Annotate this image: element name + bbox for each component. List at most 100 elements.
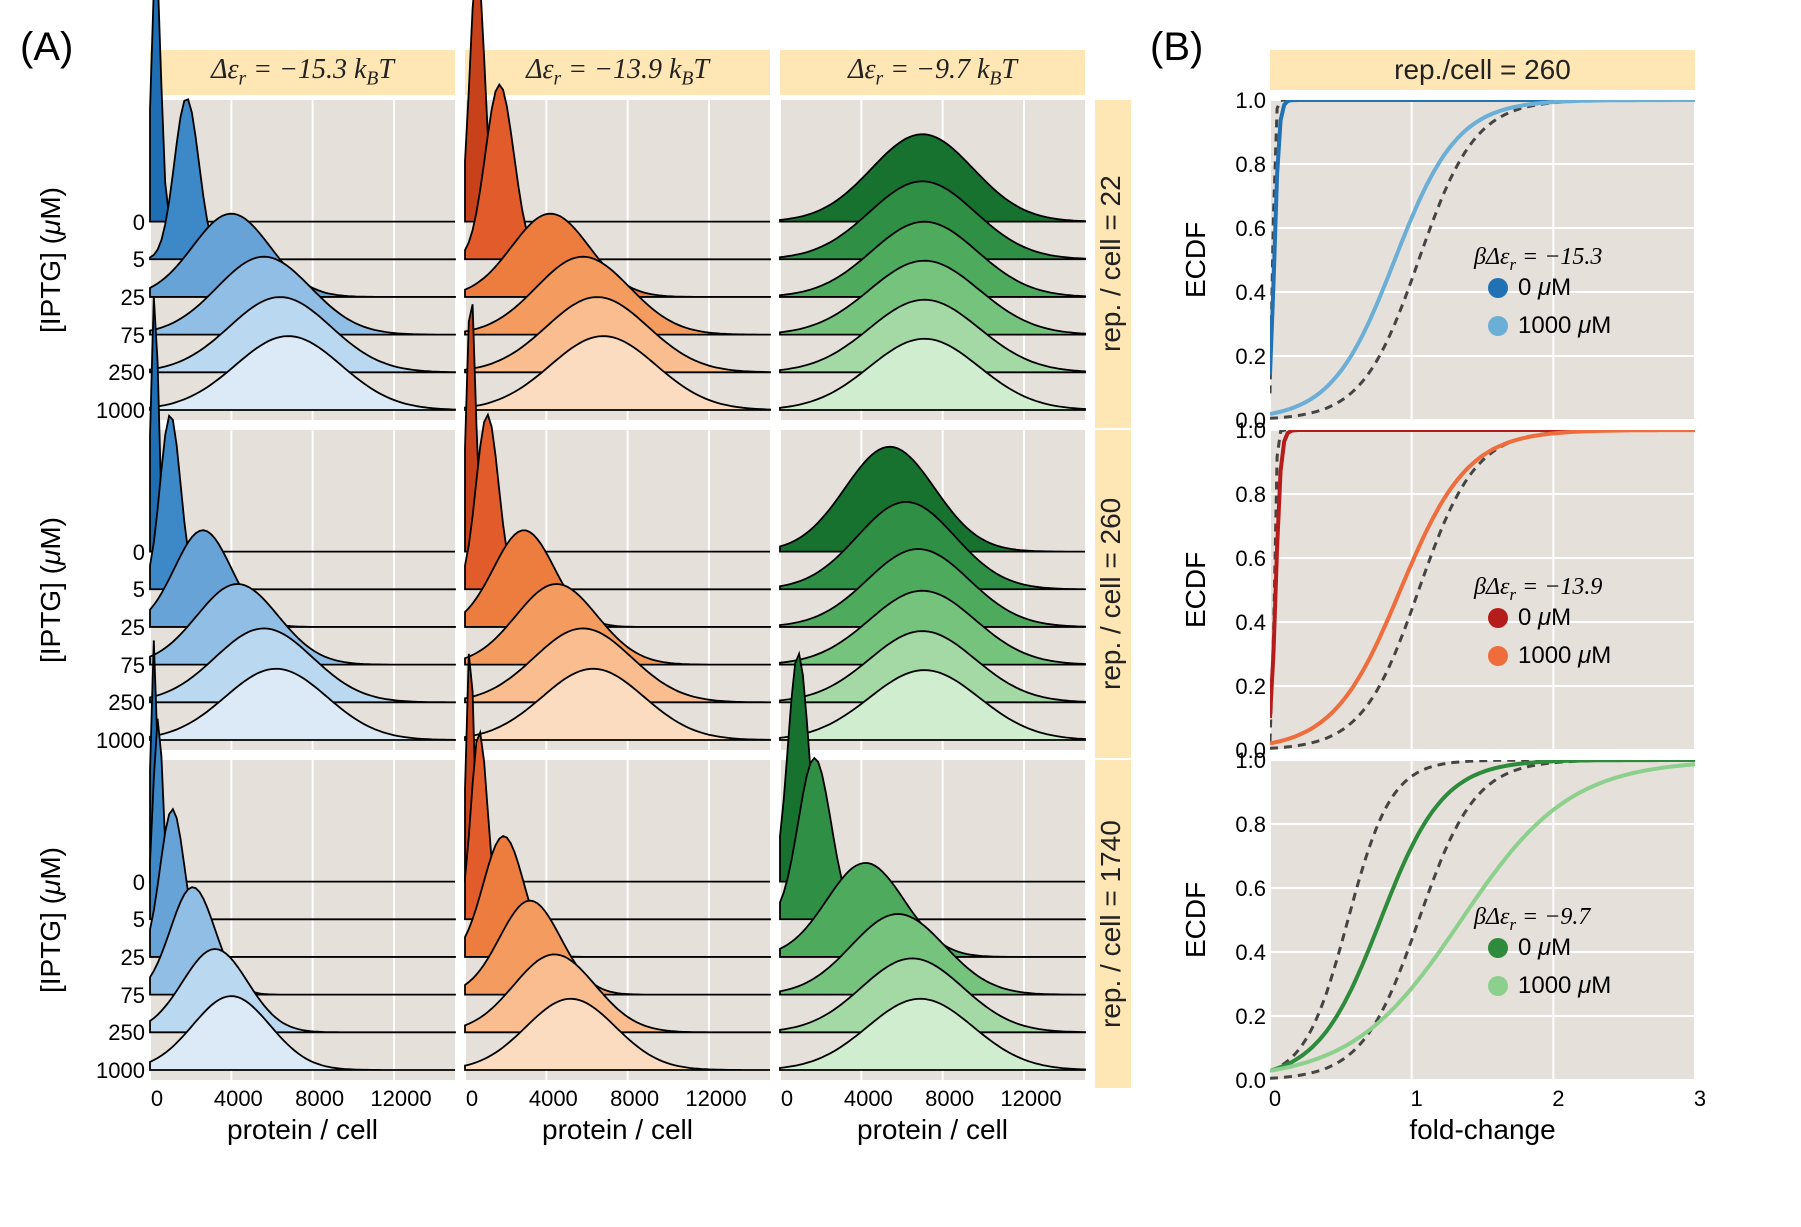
panel-b-y-label-2: ECDF	[1180, 760, 1212, 1080]
panel-a-col-header-1: Δεr = −13.9 kBT	[465, 50, 770, 95]
legend-swatch-1-0	[1488, 608, 1508, 628]
yb-tick-0-4: 0.8	[1222, 152, 1266, 178]
panel-a-col-header-2: Δεr = −9.7 kBT	[780, 50, 1085, 95]
xb-tick-2: 2	[1543, 1086, 1573, 1112]
panel-a-row-header-0: rep. / cell = 22	[1095, 100, 1131, 428]
iptg-label-0-0: 0	[90, 210, 145, 236]
yb-tick-1-3: 0.6	[1222, 546, 1266, 572]
ridge-r0-c0-k1	[150, 99, 455, 259]
ecdf-curve-0	[1270, 100, 1695, 375]
iptg-label-0-1: 5	[90, 247, 145, 273]
panel-b-y-label-0: ECDF	[1180, 100, 1212, 420]
xb-tick-3: 3	[1685, 1086, 1715, 1112]
yb-tick-0-5: 1.0	[1222, 88, 1266, 114]
iptg-label-1-5: 1000	[90, 728, 145, 754]
xa-tick-0-8000: 8000	[285, 1086, 355, 1112]
iptg-label-0-3: 75	[90, 323, 145, 349]
xa-tick-1-12000: 12000	[681, 1086, 751, 1112]
ridge-r1-c0-k2	[150, 530, 455, 627]
panel-a-subplot-1-1	[465, 430, 770, 750]
legend-label-2-1: 1000 μM	[1518, 972, 1611, 1000]
panel-a-subplot-1-2	[780, 430, 1085, 750]
yb-tick-2-1: 0.2	[1222, 1004, 1266, 1030]
yb-tick-2-4: 0.8	[1222, 812, 1266, 838]
legend-swatch-0-0	[1488, 278, 1508, 298]
ridge-r1-c1-k2	[465, 530, 770, 627]
yb-tick-1-1: 0.2	[1222, 674, 1266, 700]
legend-label-1-1: 1000 μM	[1518, 642, 1611, 670]
legend-swatch-0-1	[1488, 316, 1508, 336]
ridge-r0-c2-k5	[780, 339, 1085, 410]
panel-b-label: (B)	[1150, 25, 1203, 70]
yb-tick-2-2: 0.4	[1222, 940, 1266, 966]
iptg-label-0-5: 1000	[90, 398, 145, 424]
legend-label-1-0: 0 μM	[1518, 604, 1571, 632]
iptg-label-2-5: 1000	[90, 1058, 145, 1084]
panel-a-subplot-2-2	[780, 760, 1085, 1080]
yb-tick-1-5: 1.0	[1222, 418, 1266, 444]
yb-tick-1-4: 0.8	[1222, 482, 1266, 508]
legend-title-1: βΔεr = −13.9	[1474, 574, 1602, 605]
legend-label-0-0: 0 μM	[1518, 274, 1571, 302]
iptg-label-2-2: 25	[90, 945, 145, 971]
ridge-r2-c2-k1	[780, 758, 1085, 919]
panel-a-col-header-0: Δεr = −15.3 kBT	[150, 50, 455, 95]
panel-a-y-label-1: [IPTG] (μM)	[35, 430, 67, 750]
yb-tick-1-2: 0.4	[1222, 610, 1266, 636]
iptg-label-1-1: 5	[90, 577, 145, 603]
legend-swatch-2-1	[1488, 976, 1508, 996]
iptg-label-2-0: 0	[90, 870, 145, 896]
panel-a-subplot-2-0	[150, 760, 455, 1080]
panel-b-header: rep./cell = 260	[1270, 50, 1695, 90]
xa-tick-2-4000: 4000	[833, 1086, 903, 1112]
yb-tick-2-3: 0.6	[1222, 876, 1266, 902]
legend-swatch-1-1	[1488, 646, 1508, 666]
panel-a-row-header-2: rep. / cell = 1740	[1095, 760, 1131, 1088]
iptg-label-2-3: 75	[90, 983, 145, 1009]
panel-a-subplot-0-1	[465, 100, 770, 420]
yb-tick-2-5: 1.0	[1222, 748, 1266, 774]
iptg-label-1-0: 0	[90, 540, 145, 566]
panel-a-subplot-0-0	[150, 100, 455, 420]
ridge-r1-c2-k5	[780, 670, 1085, 740]
xa-tick-0-4000: 4000	[203, 1086, 273, 1112]
xb-tick-1: 1	[1402, 1086, 1432, 1112]
xa-tick-2-0: 0	[752, 1086, 822, 1112]
xb-tick-0: 0	[1260, 1086, 1290, 1112]
panel-a-x-label-2: protein / cell	[780, 1114, 1085, 1146]
panel-a-row-header-1: rep. / cell = 260	[1095, 430, 1131, 758]
yb-tick-0-2: 0.4	[1222, 280, 1266, 306]
iptg-label-1-4: 250	[90, 690, 145, 716]
iptg-label-0-4: 250	[90, 360, 145, 386]
iptg-label-0-2: 25	[90, 285, 145, 311]
yb-tick-0-1: 0.2	[1222, 344, 1266, 370]
panel-a-y-label-2: [IPTG] (μM)	[35, 760, 67, 1080]
legend-label-0-1: 1000 μM	[1518, 312, 1611, 340]
panel-a-label: (A)	[20, 25, 73, 70]
xa-tick-1-0: 0	[437, 1086, 507, 1112]
legend-title-0: βΔεr = −15.3	[1474, 244, 1602, 275]
panel-a-subplot-1-0	[150, 430, 455, 750]
panel-b-x-label: fold-change	[1270, 1114, 1695, 1146]
iptg-label-1-3: 75	[90, 653, 145, 679]
panel-a-x-label-0: protein / cell	[150, 1114, 455, 1146]
xa-tick-0-12000: 12000	[366, 1086, 436, 1112]
xa-tick-1-4000: 4000	[518, 1086, 588, 1112]
xa-tick-0-0: 0	[122, 1086, 192, 1112]
iptg-label-2-4: 250	[90, 1020, 145, 1046]
iptg-label-2-1: 5	[90, 907, 145, 933]
ridge-r2-c0-k4	[150, 949, 455, 1032]
panel-a-y-label-0: [IPTG] (μM)	[35, 100, 67, 420]
panel-a-subplot-0-2	[780, 100, 1085, 420]
panel-a-x-label-1: protein / cell	[465, 1114, 770, 1146]
legend-label-2-0: 0 μM	[1518, 934, 1571, 962]
xa-tick-2-12000: 12000	[996, 1086, 1066, 1112]
legend-title-2: βΔεr = −9.7	[1474, 904, 1590, 935]
panel-a-subplot-2-1	[465, 760, 770, 1080]
xa-tick-1-8000: 8000	[600, 1086, 670, 1112]
xa-tick-2-8000: 8000	[915, 1086, 985, 1112]
panel-b-y-label-1: ECDF	[1180, 430, 1212, 750]
yb-tick-0-3: 0.6	[1222, 216, 1266, 242]
legend-swatch-2-0	[1488, 938, 1508, 958]
ridge-r0-c1-k1	[465, 85, 770, 260]
